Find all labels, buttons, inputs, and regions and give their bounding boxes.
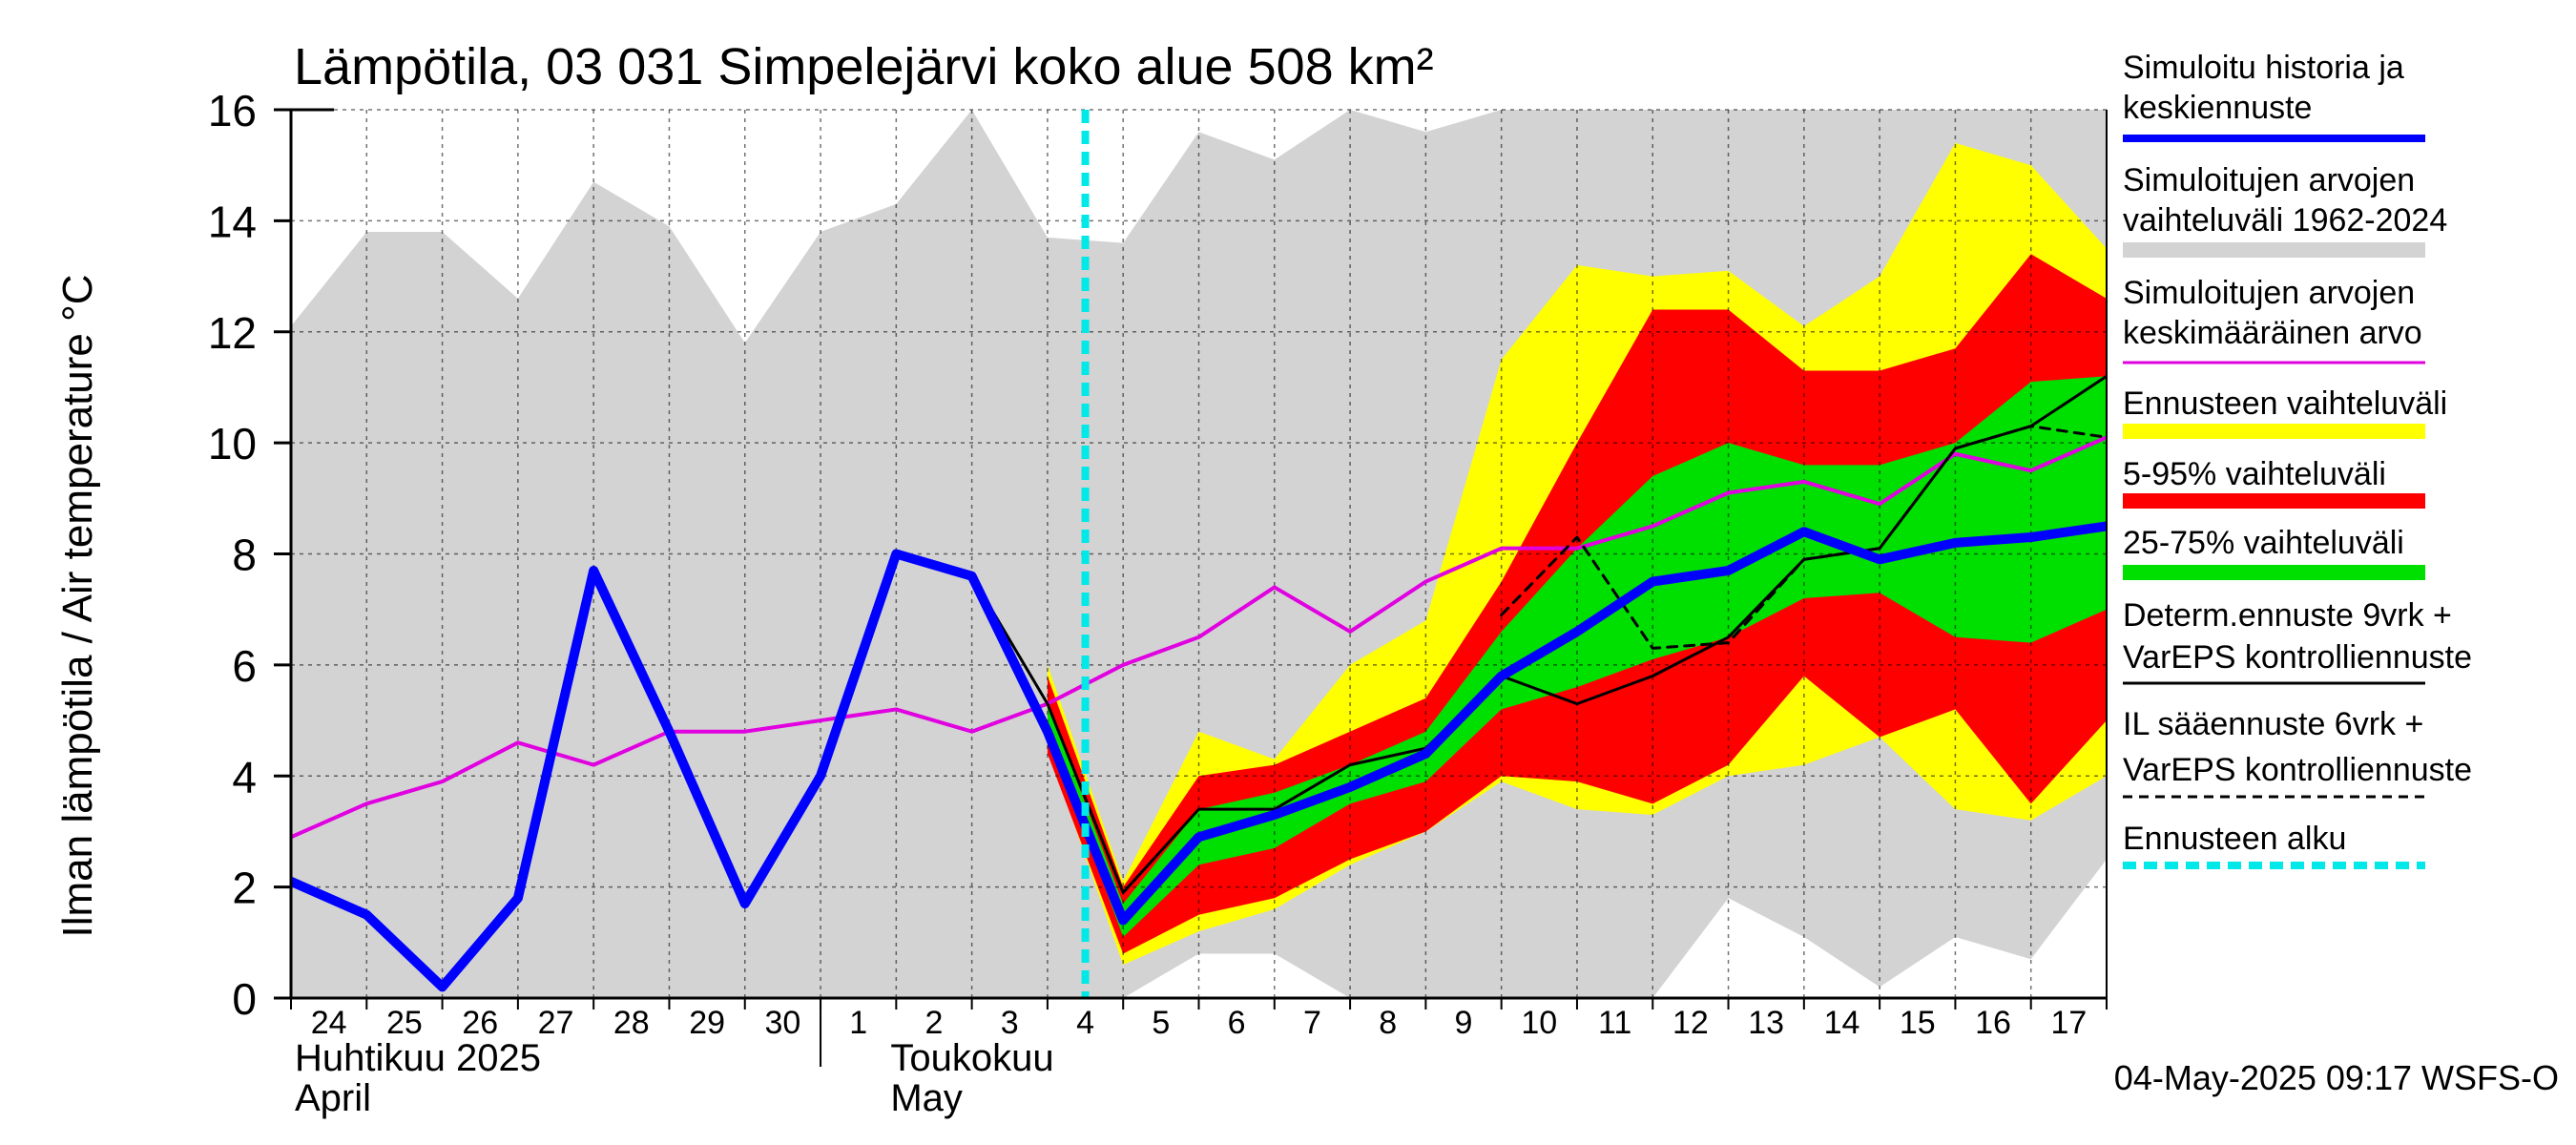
x-tick-label: 2 [925, 1005, 944, 1041]
y-tick-label: 12 [208, 308, 257, 358]
grid-layer [291, 109, 2107, 998]
legend-label: Determ.ennuste 9vrk + [2123, 597, 2452, 634]
x-tick-label: 27 [538, 1005, 574, 1041]
legend-label-line2: VarEPS kontrolliennuste [2123, 752, 2472, 788]
series-line-0 [291, 435, 2107, 840]
y-tick-label: 14 [208, 197, 257, 246]
legend-label: Simuloitu historia ja [2123, 50, 2404, 86]
chart-title: Lämpötila, 03 031 Simpelejärvi koko alue… [294, 38, 1434, 95]
legend-item-3: Ennusteen vaihteluväli [2123, 385, 2447, 439]
y-tick-label: 0 [232, 974, 257, 1024]
month-label-en: May [890, 1077, 963, 1119]
y-axis-label: Ilman lämpötila / Air temperature °C [54, 275, 101, 938]
x-tick-label: 9 [1455, 1005, 1473, 1041]
x-tick-label: 17 [2050, 1005, 2087, 1041]
legend-label: Ennusteen vaihteluväli [2123, 385, 2447, 422]
legend: Simuloitu historia jakeskiennusteSimuloi… [2123, 50, 2472, 869]
y-tick-label: 16 [208, 86, 257, 135]
x-tick-label: 29 [689, 1005, 725, 1041]
legend-label-line2: vaihteluväli 1962-2024 [2123, 202, 2447, 239]
timestamp-footer: 04-May-2025 09:17 WSFS-O [2114, 1058, 2559, 1097]
legend-label: Ennusteen alku [2123, 821, 2346, 857]
legend-label-line2: keskimääräinen arvo [2123, 315, 2422, 351]
x-tick-label: 5 [1152, 1005, 1170, 1041]
legend-item-0: Simuloitu historia ja keskiennuste [2123, 50, 2425, 142]
month-label-en: April [295, 1077, 371, 1119]
y-tick-label: 4 [232, 752, 257, 802]
legend-item-1: Simuloitujen arvojen vaihteluväli 1962-20… [2123, 162, 2447, 258]
x-tick-label: 6 [1228, 1005, 1246, 1041]
series-layer [291, 110, 2107, 998]
x-tick-label: 30 [764, 1005, 800, 1041]
x-tick-label: 14 [1824, 1005, 1860, 1041]
x-tick-label: 3 [1001, 1005, 1019, 1041]
legend-item-2: Simuloitujen arvojen keskimääräinen arvo [2123, 275, 2425, 364]
x-tick-label: 13 [1748, 1005, 1784, 1041]
legend-label: 25-75% vaihteluväli [2123, 525, 2404, 561]
legend-label: 5-95% vaihteluväli [2123, 456, 2386, 492]
legend-item-6: Determ.ennuste 9vrk + VarEPS kontrollienn… [2123, 597, 2472, 685]
x-tick-label: 7 [1303, 1005, 1321, 1041]
x-tick-label: 12 [1672, 1005, 1709, 1041]
x-tick-label: 16 [1975, 1005, 2011, 1041]
x-tick-label: 8 [1379, 1005, 1397, 1041]
x-tick-label: 4 [1076, 1005, 1094, 1041]
legend-item-7: IL sääennuste 6vrk + VarEPS kontrollienn… [2123, 706, 2472, 799]
legend-label: Simuloitujen arvojen [2123, 162, 2415, 198]
series-line-2 [1500, 425, 2107, 650]
x-tick-label: 10 [1521, 1005, 1557, 1041]
x-tick-label: 24 [311, 1005, 347, 1041]
legend-item-8: Ennusteen alku [2123, 821, 2425, 869]
legend-item-4: 5-95% vaihteluväli [2123, 456, 2425, 509]
x-tick-label: 11 [1598, 1005, 1631, 1041]
x-tick-label: 28 [613, 1005, 650, 1041]
x-tick-label: 1 [849, 1005, 867, 1041]
y-tick-label: 10 [208, 419, 257, 468]
x-tick-label: 15 [1900, 1005, 1936, 1041]
y-tick-label: 2 [232, 864, 257, 913]
series-line-3 [291, 521, 2107, 992]
month-label-fi: Toukokuu [890, 1037, 1053, 1079]
y-tick-label: 6 [232, 641, 257, 691]
legend-item-5: 25-75% vaihteluväli [2123, 525, 2425, 580]
y-tick-label: 8 [232, 531, 257, 580]
legend-label-line2: VarEPS kontrolliennuste [2123, 639, 2472, 676]
month-label-fi: Huhtikuu 2025 [295, 1037, 541, 1079]
legend-label-line2: keskiennuste [2123, 90, 2312, 126]
x-tick-label: 26 [462, 1005, 498, 1041]
legend-label: Simuloitujen arvojen [2123, 275, 2415, 311]
x-tick-label: 25 [386, 1005, 423, 1041]
legend-label: IL sääennuste 6vrk + [2123, 706, 2423, 742]
